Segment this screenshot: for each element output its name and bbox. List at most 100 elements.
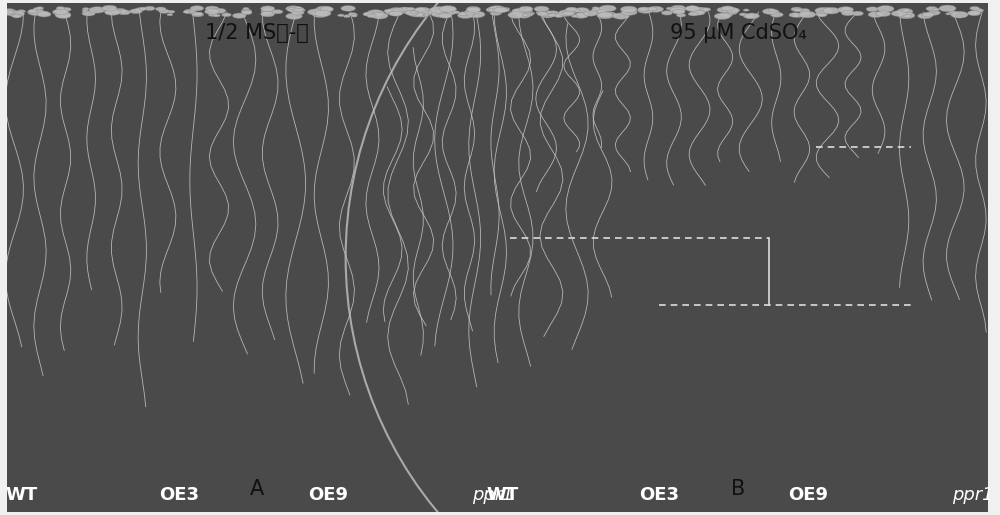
- Ellipse shape: [529, 12, 535, 14]
- Ellipse shape: [817, 13, 826, 17]
- Ellipse shape: [55, 11, 71, 18]
- Ellipse shape: [693, 10, 705, 15]
- Ellipse shape: [591, 8, 606, 14]
- Ellipse shape: [690, 10, 703, 15]
- Ellipse shape: [446, 11, 456, 15]
- Ellipse shape: [28, 9, 37, 13]
- Ellipse shape: [992, 8, 1000, 14]
- Ellipse shape: [55, 12, 71, 19]
- Ellipse shape: [794, 9, 802, 12]
- Ellipse shape: [791, 7, 802, 11]
- Ellipse shape: [574, 13, 588, 19]
- Ellipse shape: [272, 10, 283, 14]
- Ellipse shape: [431, 11, 447, 17]
- Ellipse shape: [877, 6, 894, 12]
- Ellipse shape: [676, 13, 686, 17]
- Ellipse shape: [621, 11, 628, 14]
- Ellipse shape: [389, 8, 404, 13]
- Ellipse shape: [852, 11, 863, 16]
- Ellipse shape: [242, 10, 252, 14]
- Ellipse shape: [554, 13, 564, 18]
- Text: 1/2 MS（-）: 1/2 MS（-）: [205, 23, 309, 43]
- Ellipse shape: [714, 13, 731, 20]
- Ellipse shape: [522, 14, 528, 16]
- Ellipse shape: [439, 9, 455, 15]
- Ellipse shape: [717, 7, 731, 13]
- Ellipse shape: [743, 9, 749, 11]
- Ellipse shape: [903, 14, 912, 18]
- Ellipse shape: [115, 8, 126, 12]
- Ellipse shape: [348, 13, 357, 16]
- Ellipse shape: [467, 7, 480, 12]
- Ellipse shape: [446, 7, 456, 11]
- Ellipse shape: [671, 5, 686, 11]
- Ellipse shape: [17, 10, 26, 13]
- Ellipse shape: [56, 7, 65, 10]
- Ellipse shape: [998, 10, 1000, 14]
- Ellipse shape: [241, 10, 252, 14]
- Ellipse shape: [205, 9, 219, 14]
- Ellipse shape: [519, 6, 533, 12]
- Ellipse shape: [762, 9, 777, 14]
- Ellipse shape: [508, 12, 525, 19]
- Ellipse shape: [414, 11, 429, 17]
- Ellipse shape: [726, 8, 740, 13]
- Ellipse shape: [0, 0, 657, 515]
- Ellipse shape: [525, 8, 533, 11]
- Ellipse shape: [261, 11, 270, 15]
- Ellipse shape: [109, 9, 120, 13]
- Ellipse shape: [468, 11, 485, 18]
- Ellipse shape: [184, 9, 196, 14]
- Ellipse shape: [397, 7, 413, 13]
- Ellipse shape: [685, 6, 700, 11]
- Ellipse shape: [243, 7, 249, 10]
- Text: WT: WT: [6, 486, 38, 504]
- Ellipse shape: [620, 6, 637, 12]
- Ellipse shape: [82, 8, 89, 10]
- Ellipse shape: [512, 9, 527, 15]
- Ellipse shape: [876, 11, 891, 16]
- Ellipse shape: [702, 8, 711, 11]
- Ellipse shape: [799, 11, 810, 15]
- Text: OE3: OE3: [159, 486, 199, 504]
- Ellipse shape: [922, 12, 934, 17]
- Ellipse shape: [2, 9, 16, 14]
- Ellipse shape: [61, 7, 71, 11]
- Ellipse shape: [363, 12, 373, 16]
- Ellipse shape: [613, 13, 629, 19]
- Ellipse shape: [156, 7, 166, 11]
- Ellipse shape: [970, 6, 979, 10]
- Ellipse shape: [167, 10, 175, 13]
- Ellipse shape: [928, 10, 940, 15]
- Text: WT: WT: [486, 486, 519, 504]
- Ellipse shape: [195, 12, 202, 14]
- Text: A: A: [250, 479, 264, 500]
- Ellipse shape: [457, 12, 473, 19]
- Ellipse shape: [931, 8, 939, 11]
- Ellipse shape: [159, 9, 169, 13]
- Ellipse shape: [499, 9, 505, 12]
- Ellipse shape: [946, 13, 951, 15]
- Ellipse shape: [312, 11, 328, 18]
- Ellipse shape: [338, 14, 344, 16]
- Ellipse shape: [744, 13, 759, 19]
- Ellipse shape: [423, 9, 437, 14]
- Ellipse shape: [286, 6, 301, 12]
- Text: 95 μM CdSO₄: 95 μM CdSO₄: [670, 23, 806, 43]
- Ellipse shape: [414, 7, 427, 12]
- Ellipse shape: [722, 13, 732, 17]
- Ellipse shape: [688, 12, 698, 16]
- Ellipse shape: [597, 12, 613, 19]
- Ellipse shape: [559, 10, 575, 16]
- Ellipse shape: [384, 9, 394, 13]
- Ellipse shape: [542, 13, 551, 16]
- Ellipse shape: [548, 13, 556, 17]
- Ellipse shape: [452, 11, 460, 14]
- Ellipse shape: [222, 13, 231, 16]
- Ellipse shape: [541, 13, 554, 18]
- Ellipse shape: [673, 9, 685, 14]
- Ellipse shape: [346, 0, 1000, 515]
- Ellipse shape: [999, 7, 1000, 12]
- Ellipse shape: [213, 14, 220, 17]
- Ellipse shape: [546, 11, 559, 16]
